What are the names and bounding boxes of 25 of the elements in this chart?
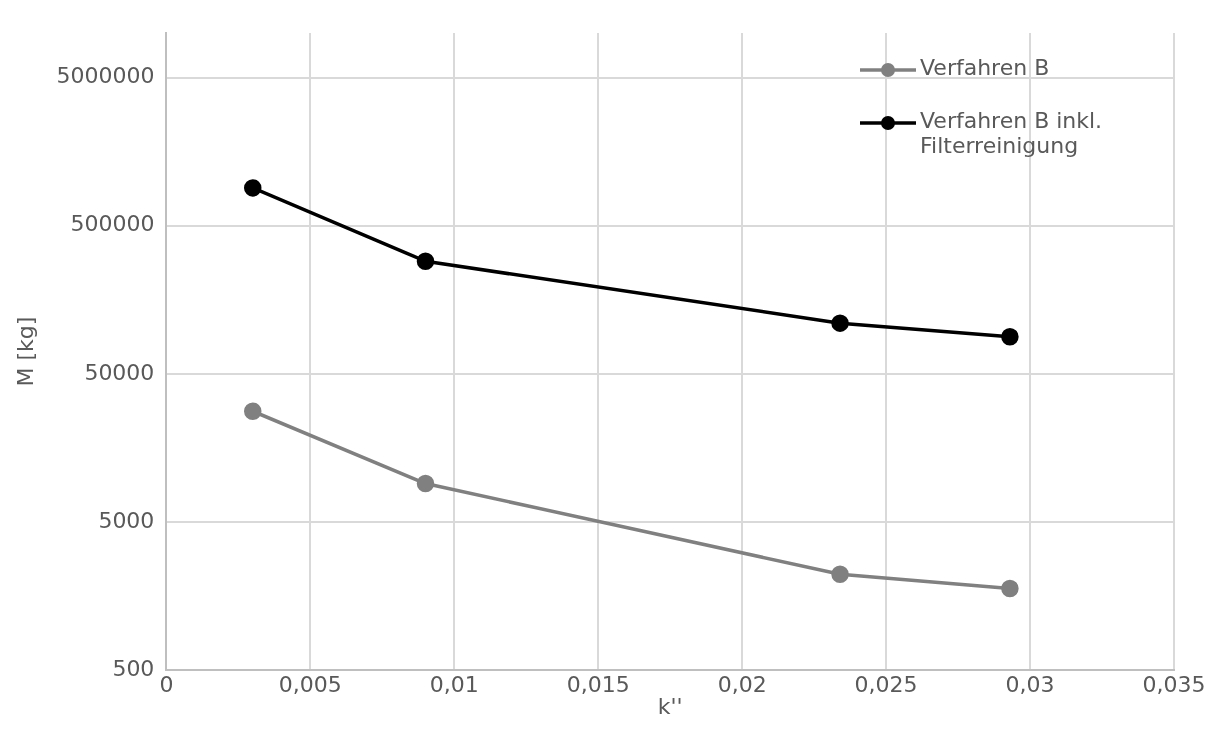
point <box>244 179 262 197</box>
y-tick-label: 5000 <box>98 507 155 533</box>
x-tick-label: 0,03 <box>1005 672 1055 698</box>
y-tick-label: 500000 <box>70 211 155 237</box>
point <box>416 252 435 270</box>
legend-label: Verfahren B <box>920 55 1050 80</box>
point <box>416 474 435 493</box>
point <box>244 402 262 420</box>
x-axis-title: k'' <box>657 693 683 719</box>
x-tick-label: 0,02 <box>717 672 767 698</box>
point <box>1001 328 1019 346</box>
x-tick-label: 0,01 <box>429 672 479 698</box>
point <box>831 314 849 332</box>
y-tick-label: 5000000 <box>56 63 155 89</box>
point <box>831 565 849 584</box>
y-tick-label: 500 <box>112 655 155 681</box>
y-tick-label: 50000 <box>84 359 155 385</box>
x-tick-label: 0,005 <box>278 672 342 698</box>
y-axis-title: M [kg] <box>12 316 38 387</box>
x-tick-label: 0,025 <box>854 672 918 698</box>
x-tick-label: 0 <box>159 672 174 698</box>
legend-label: Verfahren B inkl. Filterreinigung <box>920 108 1104 158</box>
x-tick-label: 0,035 <box>1142 672 1206 698</box>
x-tick-label: 0,015 <box>566 672 630 698</box>
point <box>1001 579 1019 598</box>
